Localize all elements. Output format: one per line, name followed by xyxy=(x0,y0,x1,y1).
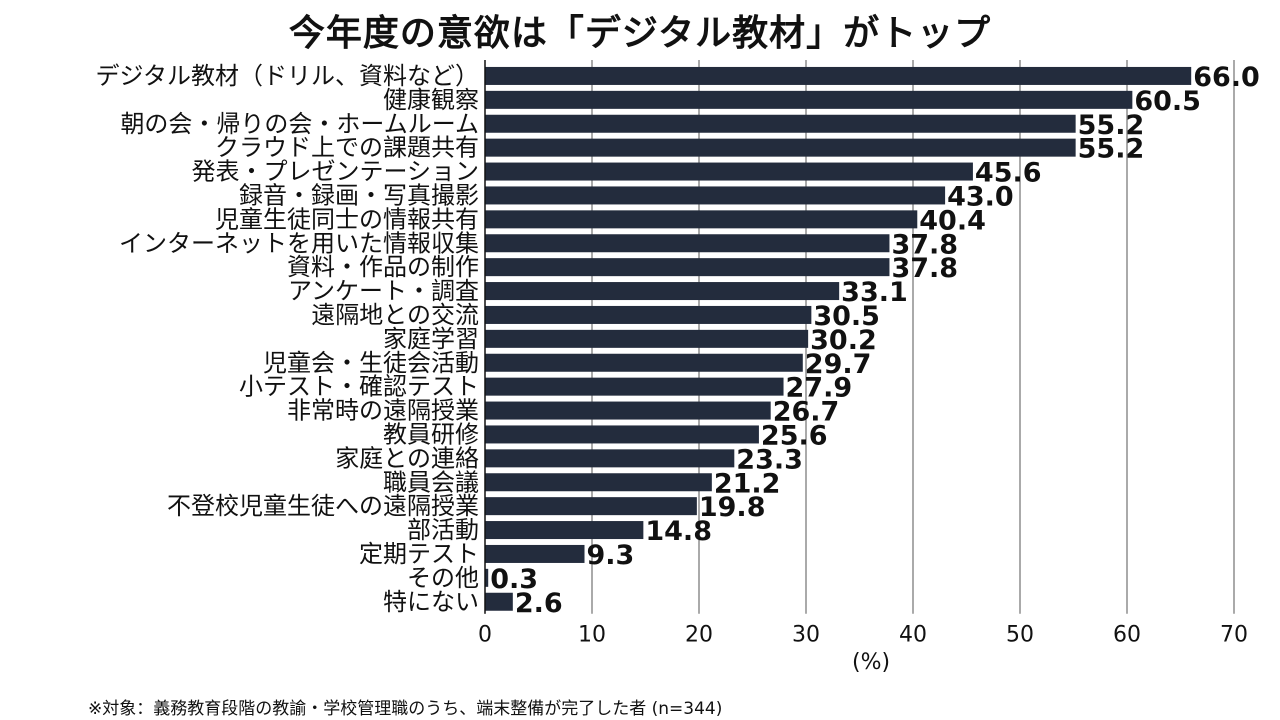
bar xyxy=(485,544,585,563)
x-tick-label: 50 xyxy=(1006,623,1034,648)
x-tick-label: 70 xyxy=(1220,623,1248,648)
category-label: アンケート・調査 xyxy=(288,277,479,305)
category-label: その他 xyxy=(407,564,479,592)
value-label: 29.7 xyxy=(805,349,872,380)
bar xyxy=(485,66,1192,85)
bar xyxy=(485,353,803,372)
value-label: 26.7 xyxy=(773,397,840,428)
value-label: 27.9 xyxy=(786,373,853,404)
category-label: 発表・プレゼンテーション xyxy=(191,158,479,186)
bar xyxy=(485,234,890,253)
category-label: 児童会・生徒会活動 xyxy=(263,349,479,377)
bar xyxy=(485,186,946,205)
value-label: 45.6 xyxy=(975,158,1042,189)
value-label: 19.8 xyxy=(699,492,766,523)
value-label: 23.3 xyxy=(736,444,803,475)
category-label: 児童生徒同士の情報共有 xyxy=(215,205,479,233)
bar xyxy=(485,521,644,540)
value-label: 2.6 xyxy=(515,588,563,619)
value-label: 33.1 xyxy=(841,277,908,308)
bar xyxy=(485,282,840,301)
bar xyxy=(485,449,735,468)
category-label: 朝の会・帰りの会・ホームルーム xyxy=(120,110,479,138)
value-label: 30.2 xyxy=(810,325,877,356)
bar xyxy=(485,377,784,396)
category-label: 職員会議 xyxy=(383,468,479,496)
category-label: 資料・作品の制作 xyxy=(287,253,479,281)
category-label: 録音・録画・写真撮影 xyxy=(239,181,479,209)
category-label: 家庭学習 xyxy=(383,325,479,353)
category-label: デジタル教材（ドリル、資料など） xyxy=(95,62,479,90)
value-label: 25.6 xyxy=(761,420,828,451)
chart-title: 今年度の意欲は「デジタル教材」がトップ xyxy=(288,13,992,54)
value-label: 37.8 xyxy=(891,229,958,260)
category-label: インターネットを用いた情報収集 xyxy=(119,229,479,257)
category-label: 非常時の遠隔授業 xyxy=(287,397,479,425)
value-label: 66.0 xyxy=(1193,62,1260,93)
category-label: 教員研修 xyxy=(383,420,479,448)
category-label: クラウド上での課題共有 xyxy=(215,134,479,162)
x-tick-label: 0 xyxy=(478,623,492,648)
bar xyxy=(485,497,697,516)
bar xyxy=(485,401,771,420)
x-tick-label: 10 xyxy=(578,623,606,648)
category-label: 特にない xyxy=(383,588,479,616)
value-label: 40.4 xyxy=(919,205,986,236)
value-label: 55.2 xyxy=(1078,110,1145,141)
bar xyxy=(485,592,513,611)
x-axis-label: (%) xyxy=(852,650,891,675)
bar xyxy=(485,90,1133,109)
x-tick-label: 60 xyxy=(1113,623,1141,648)
bar xyxy=(485,425,759,444)
bar xyxy=(485,473,712,492)
category-label: 定期テスト xyxy=(359,540,479,568)
value-label: 21.2 xyxy=(714,468,781,499)
category-label: 不登校児童生徒への遠隔授業 xyxy=(167,492,479,520)
value-label: 43.0 xyxy=(947,181,1014,212)
bar xyxy=(485,114,1076,133)
category-label: 小テスト・確認テスト xyxy=(239,373,479,401)
value-label: 30.5 xyxy=(813,301,880,332)
value-label: 9.3 xyxy=(587,540,635,571)
bar xyxy=(485,162,973,181)
category-label: 家庭との連絡 xyxy=(335,444,479,472)
category-label: 健康観察 xyxy=(383,86,479,114)
bar xyxy=(485,138,1076,157)
bar xyxy=(485,305,812,324)
value-label: 55.2 xyxy=(1078,134,1145,165)
bar xyxy=(485,258,890,277)
bar xyxy=(485,568,489,587)
category-label: 部活動 xyxy=(407,516,479,544)
value-label: 37.8 xyxy=(891,253,958,284)
x-tick-label: 40 xyxy=(899,623,927,648)
bar xyxy=(485,329,809,348)
footnote: ※対象：義務教育段階の教諭・学校管理職のうち、端末整備が完了した者 (n=344… xyxy=(88,699,723,719)
value-label: 60.5 xyxy=(1134,86,1201,117)
category-label: 遠隔地との交流 xyxy=(311,301,479,329)
x-tick-label: 20 xyxy=(685,623,713,648)
bar xyxy=(485,210,918,229)
value-label: 14.8 xyxy=(645,516,712,547)
x-tick-label: 30 xyxy=(792,623,820,648)
value-label: 0.3 xyxy=(490,564,538,595)
